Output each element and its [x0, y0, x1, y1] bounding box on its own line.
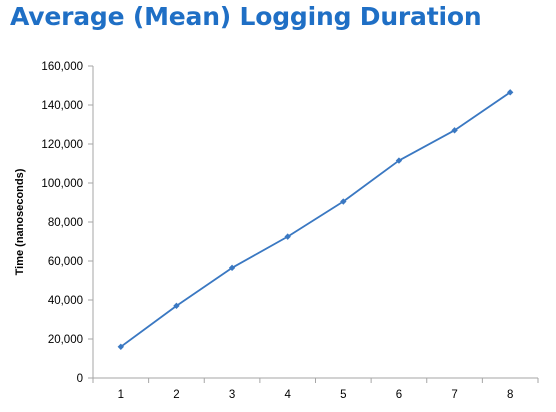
x-tick-label: 1 — [118, 389, 124, 401]
data-point-marker — [284, 233, 291, 240]
y-tick-label: 100,000 — [41, 178, 83, 190]
data-point-marker — [340, 198, 347, 205]
x-tick-label: 5 — [340, 389, 346, 401]
x-tick-label: 7 — [451, 389, 457, 401]
data-point-marker — [451, 127, 458, 134]
data-point-marker — [117, 343, 125, 350]
x-tick-label: 4 — [284, 389, 291, 401]
x-axis-tick-labels: 1 2 3 4 5 6 7 8 — [118, 389, 514, 401]
x-tick-label: 8 — [507, 389, 513, 401]
y-tick-label: 80,000 — [48, 217, 83, 229]
y-axis-tick-labels: 0 20,000 40,000 60,000 80,000 100,000 120,000 1… — [41, 61, 83, 385]
y-tick-label: 0 — [77, 373, 83, 385]
y-tick-label: 60,000 — [48, 256, 83, 268]
chart-axes — [88, 65, 539, 383]
x-tick-label: 2 — [173, 389, 179, 401]
data-point-marker — [228, 264, 236, 272]
chart-title: Average (Mean) Logging Duration — [10, 2, 482, 31]
y-tick-label: 140,000 — [41, 100, 83, 112]
series-line — [120, 91, 511, 348]
y-tick-label: 20,000 — [48, 334, 83, 346]
data-point-marker — [395, 157, 403, 164]
y-tick-label: 40,000 — [48, 295, 83, 307]
x-tick-label: 6 — [396, 389, 402, 401]
data-point-marker — [173, 302, 180, 310]
y-tick-label: 160,000 — [41, 61, 83, 73]
y-tick-label: 120,000 — [41, 139, 83, 151]
y-axis-title: Time (nanoseconds) — [14, 168, 26, 275]
series-group — [117, 89, 514, 350]
data-point-marker — [506, 89, 514, 96]
x-tick-label: 3 — [229, 389, 235, 401]
